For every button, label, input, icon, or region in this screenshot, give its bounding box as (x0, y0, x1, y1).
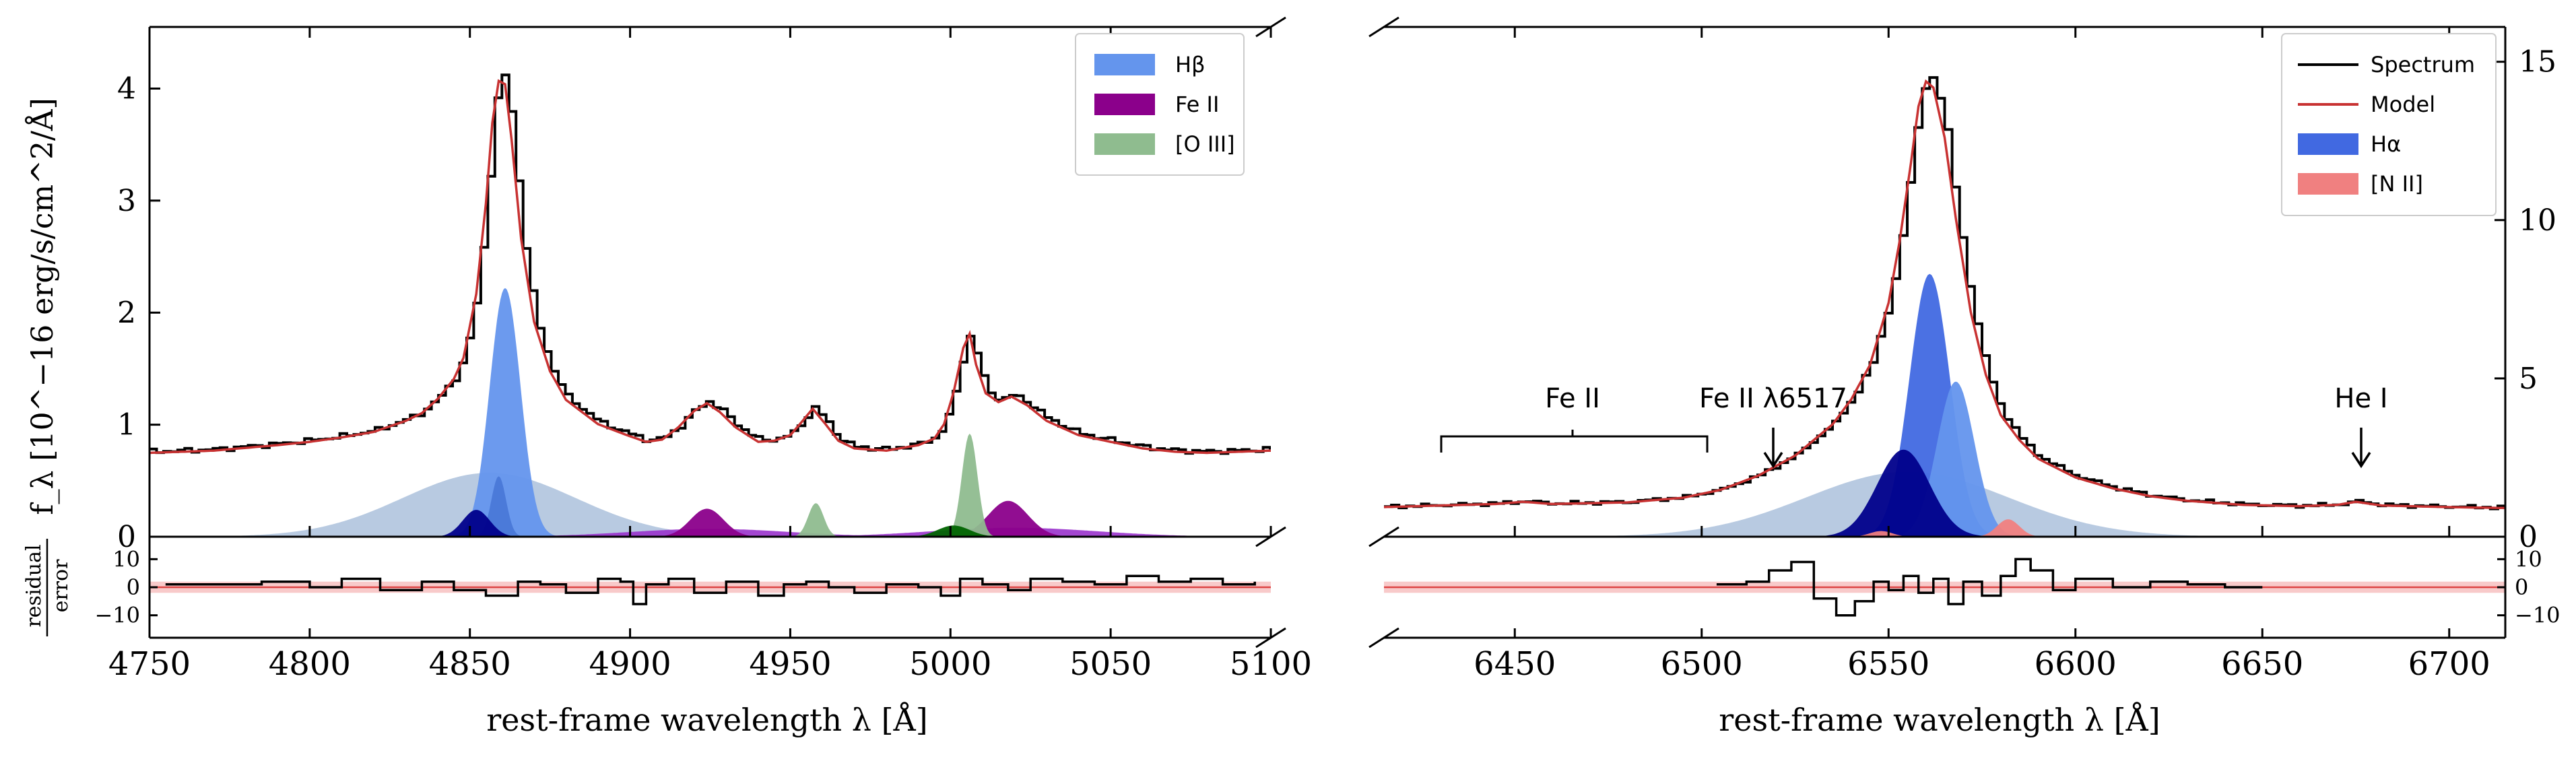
annotations: Fe II Fe II λ6517 He I (1440, 383, 2388, 469)
right-x-axis-label: rest-frame wavelength λ [Å] (1719, 701, 2160, 738)
x-tick-label: 4750 (108, 645, 191, 683)
y-tick-label: 5 (2519, 362, 2538, 396)
y-tick-label: 4 (117, 72, 136, 106)
x-tick-label: 4800 (269, 645, 351, 683)
residual-axis-label: residual error (22, 539, 73, 636)
legend-patch-feii (1094, 94, 1155, 115)
legend-label-spectrum: Spectrum (2371, 52, 2475, 77)
right-legend-frame (2281, 33, 2497, 216)
annotation-hei-label: He I (2334, 383, 2387, 414)
component-h-red-2 (1384, 381, 2505, 537)
x-tick-label: 6500 (1661, 645, 1743, 683)
legend-label-feii: Fe II (1175, 92, 1219, 117)
residual-label-top: residual (22, 544, 46, 627)
legend-patch-oiii (1094, 133, 1155, 155)
x-tick-label: 6700 (2408, 645, 2490, 683)
residual-line (1716, 558, 2263, 617)
x-tick-label: 6650 (2221, 645, 2303, 683)
component-fe-ii-6 (150, 508, 1271, 537)
residual-y-tick-label: 10 (112, 546, 140, 572)
legend-label-hbeta: Hβ (1175, 52, 1205, 77)
residual-y-tick-label: 0 (2515, 574, 2528, 600)
component-h--1 (150, 288, 1271, 537)
model-line (1384, 79, 2505, 510)
legend-label-nii: [N II] (2371, 171, 2423, 197)
x-tick-label: 5050 (1069, 645, 1152, 683)
y-tick-label: 10 (2519, 203, 2556, 238)
annotation-feii-bracket (1440, 430, 1709, 453)
left-residual-panel: −10 010 4750 4800 4850 4900 4950 5000 5050 5100 (94, 535, 1312, 683)
axis-break-mark (1255, 526, 1286, 548)
left-x-axis-label: rest-frame wavelength λ [Å] (486, 701, 927, 738)
residual-label-bottom: error (49, 559, 73, 612)
annotation-feii6517-arrow (1763, 428, 1783, 469)
component-h--1 (1384, 273, 2505, 537)
legend-patch-hbeta (1094, 54, 1155, 75)
y-tick-label: 0 (117, 520, 136, 554)
x-tick-label: 6550 (1847, 645, 1929, 683)
axis-break-mark (1368, 627, 1399, 649)
axis-break-mark (1255, 627, 1286, 649)
residual-y-tick-label: 0 (127, 574, 140, 600)
legend-label-oiii: [O III] (1175, 131, 1235, 157)
axis-break-mark (1368, 16, 1399, 38)
annotation-feii-bracket-label: Fe II (1545, 383, 1600, 414)
component-h-blue-3 (1384, 449, 2505, 537)
y-tick-label: 2 (117, 296, 136, 330)
legend-label-model: Model (2371, 92, 2435, 117)
x-tick-label: 4950 (749, 645, 831, 683)
left-legend: Hβ Fe II [O III] (1075, 33, 1245, 176)
legend-label-halpha: Hα (2371, 131, 2401, 157)
annotation-hei-arrow (2351, 428, 2371, 469)
y-tick-label: 3 (117, 184, 136, 218)
legend-patch-nii (2298, 173, 2358, 195)
residual-line (165, 574, 1256, 605)
y-tick-label: 15 (2519, 45, 2556, 79)
residual-y-tick-label: 10 (2515, 546, 2542, 572)
residual-y-tick-label: −10 (2515, 603, 2561, 628)
component-fe-ii-7 (150, 500, 1271, 537)
y-axis-label: f_λ [10^−16 erg/s/cm^2/Å] (24, 98, 60, 515)
x-tick-label: 4900 (589, 645, 671, 683)
legend-patch-halpha (2298, 133, 2358, 155)
x-tick-label: 5000 (909, 645, 991, 683)
x-tick-label: 5100 (1230, 645, 1312, 683)
axis-break-mark (1368, 526, 1399, 548)
right-residual-panel: −10 010 6450 6500 6550 6600 6650 6700 (1384, 535, 2561, 683)
model-line (150, 79, 1271, 455)
component-h-broad-0 (150, 473, 1271, 537)
x-tick-label: 6600 (2035, 645, 2117, 683)
left-spectrum-panel: 0 1 2 3 4 (117, 26, 1272, 554)
axis-break-mark (1255, 16, 1286, 38)
y-tick-label: 1 (117, 408, 136, 442)
residual-y-tick-label: −10 (94, 603, 140, 628)
y-tick-label: 0 (2519, 520, 2538, 554)
x-tick-label: 4850 (429, 645, 511, 683)
x-tick-label: 6450 (1474, 645, 1556, 683)
annotation-feii6517-label: Fe II λ6517 (1699, 383, 1847, 414)
right-legend: Spectrum Model Hα [N II] (2281, 33, 2497, 216)
